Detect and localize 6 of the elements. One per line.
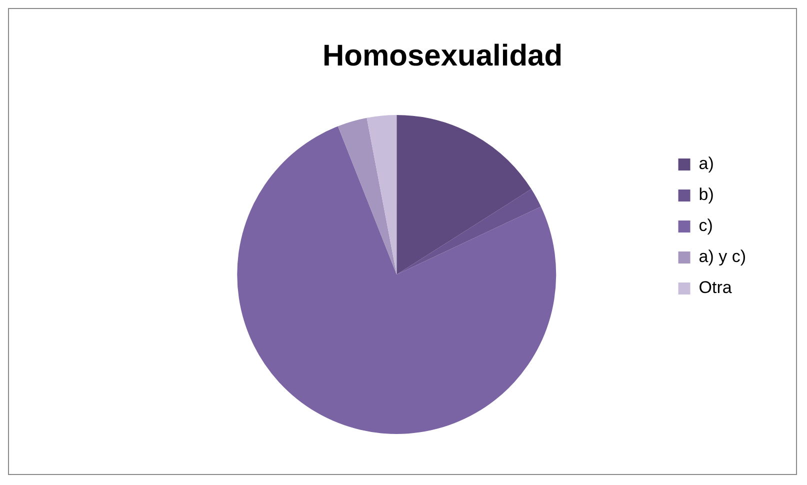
legend-label: a) — [698, 154, 714, 174]
chart-title: Homosexualidad — [322, 39, 563, 72]
legend-label: a) y c) — [698, 247, 746, 266]
legend-label: b) — [698, 185, 714, 204]
legend-label: c) — [698, 216, 713, 236]
legend-label: Otra — [698, 278, 732, 298]
